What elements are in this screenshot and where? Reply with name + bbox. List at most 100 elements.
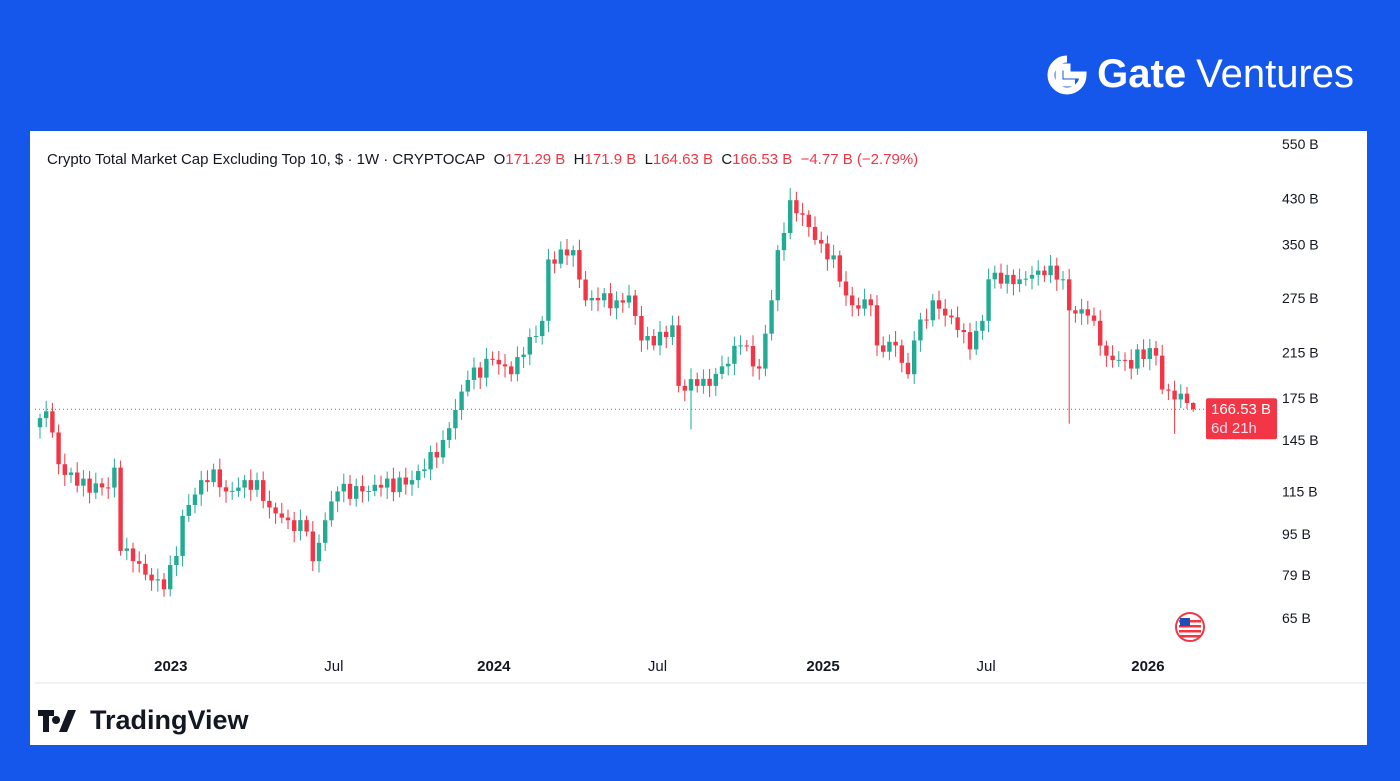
- flag-canton: [1180, 618, 1190, 626]
- candle-body: [608, 293, 613, 309]
- candle-body: [428, 452, 433, 470]
- candle-body: [701, 378, 706, 386]
- candle-body: [564, 249, 570, 256]
- candle-body: [732, 345, 737, 364]
- candle-body: [744, 345, 749, 347]
- x-tick-label: 2023: [154, 658, 187, 675]
- candlestick-chart[interactable]: 550 B 430 B 350 B 275 B 215 B 175 B 145 B 115 B…: [30, 131, 1367, 745]
- tradingview-logo[interactable]: TradingView: [38, 705, 249, 736]
- candle-body: [1147, 348, 1152, 359]
- candle-body: [695, 379, 700, 386]
- candle-body: [1042, 270, 1047, 276]
- chart-panel: 550 B 430 B 350 B 275 B 215 B 175 B 145 B 115 B…: [30, 131, 1367, 745]
- candle-body: [44, 411, 49, 419]
- candle-body: [310, 531, 315, 562]
- candle-body: [261, 480, 266, 501]
- candle-body: [862, 299, 867, 309]
- candle-body: [1048, 265, 1053, 276]
- candle-body: [217, 469, 222, 488]
- candle-body: [68, 472, 74, 475]
- candle-body: [1172, 390, 1177, 400]
- x-tick-label: Jul: [648, 658, 667, 675]
- candle-body: [236, 487, 241, 491]
- candle-body: [905, 362, 911, 375]
- candle-body: [1122, 359, 1128, 361]
- candle-body: [769, 300, 774, 334]
- candle-body: [812, 226, 818, 240]
- candle-body: [1036, 270, 1041, 275]
- candle-body: [788, 200, 793, 233]
- high-value: 171.9 B: [584, 151, 637, 168]
- candle-body: [589, 298, 594, 301]
- y-tick-label: 145 B: [1282, 432, 1319, 448]
- candle-body: [961, 329, 966, 333]
- candle-body: [825, 243, 830, 260]
- candle-body: [409, 480, 415, 485]
- candle-body: [775, 250, 780, 301]
- tradingview-text: TradingView: [90, 705, 249, 735]
- candle-body: [936, 300, 942, 309]
- chart-title: Crypto Total Market Cap Excluding Top 10…: [47, 151, 486, 168]
- candle-body: [143, 563, 148, 575]
- candle-body: [800, 213, 805, 215]
- candle-body: [1166, 389, 1171, 391]
- x-tick-label: Jul: [324, 658, 343, 675]
- gate-ventures-logo: Gate Ventures: [1047, 52, 1354, 97]
- candle-body: [868, 299, 873, 306]
- candle-body: [205, 480, 210, 483]
- candle-body: [831, 255, 836, 260]
- candle-body: [794, 200, 799, 214]
- candle-body: [199, 480, 204, 495]
- candle-body: [149, 574, 154, 581]
- candle-body: [1184, 393, 1190, 403]
- candle-body: [1135, 349, 1140, 369]
- candle-body: [484, 358, 489, 378]
- candle-body: [998, 272, 1004, 284]
- candle-body: [1017, 279, 1022, 285]
- candle-body: [459, 391, 464, 410]
- candle-body: [757, 366, 762, 369]
- candle-body: [639, 316, 644, 341]
- candle-body: [974, 330, 979, 350]
- candle-body: [943, 308, 948, 316]
- candle-body: [248, 480, 253, 490]
- candle-body: [490, 358, 495, 360]
- candle-body: [223, 487, 229, 492]
- candle-body: [633, 295, 638, 317]
- candle-body: [992, 272, 997, 280]
- candle-body: [1067, 279, 1072, 311]
- candle-body: [316, 542, 322, 562]
- candle-body: [664, 331, 669, 337]
- candle-body: [651, 335, 656, 346]
- candle-body: [378, 484, 384, 488]
- low-label: L: [644, 151, 653, 168]
- candle-body: [881, 345, 886, 352]
- candle-body: [230, 490, 235, 492]
- candle-body: [279, 513, 284, 518]
- candle-body: [540, 320, 545, 337]
- candle-body: [1191, 402, 1196, 410]
- candle-body: [416, 471, 421, 481]
- change-value: −4.77 B (−2.79%): [800, 151, 919, 168]
- candle-body: [1160, 355, 1165, 390]
- candle-body: [1104, 345, 1109, 356]
- open-value: 171.29 B: [505, 151, 566, 168]
- candle-body: [385, 478, 390, 488]
- candle-body: [949, 315, 954, 318]
- close-label: C: [721, 151, 733, 168]
- candle-body: [465, 379, 470, 392]
- candle-body: [515, 357, 520, 375]
- candle-body: [285, 517, 291, 521]
- candle-body: [533, 336, 539, 338]
- candle-body: [478, 367, 483, 378]
- candle-body: [1005, 274, 1010, 284]
- candle-body: [893, 341, 898, 346]
- candle-body: [1129, 360, 1134, 369]
- candle-body: [1141, 349, 1146, 359]
- candle-body: [527, 337, 532, 355]
- candle-body: [509, 366, 514, 375]
- candle-body: [366, 491, 371, 493]
- candle-body: [440, 439, 446, 458]
- candle-body: [1023, 278, 1028, 280]
- candle-body: [434, 452, 439, 458]
